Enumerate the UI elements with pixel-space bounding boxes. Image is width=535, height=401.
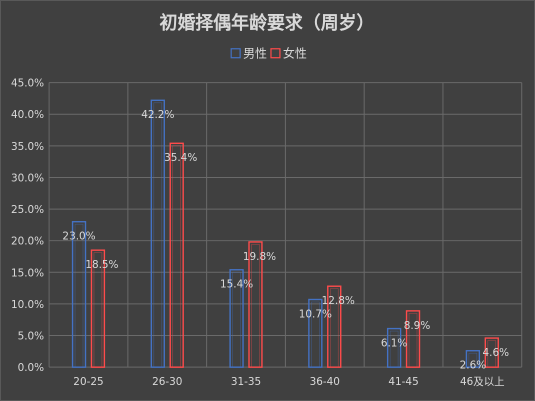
data-label-male-41-45: 6.1% [381, 337, 408, 349]
bar-male-inner-20-25 [74, 223, 84, 368]
y-tick-label: 35.0% [11, 141, 44, 153]
chart-title: 初婚择偶年龄要求（周岁） [160, 12, 375, 34]
data-label-female-41-45: 8.9% [404, 320, 431, 332]
y-tick-label: 0.0% [18, 362, 45, 374]
bar-female-inner-41-45 [408, 313, 418, 368]
y-tick-label: 30.0% [11, 172, 44, 184]
data-label-male-20-25: 23.0% [62, 231, 95, 243]
x-tick-label: 20-25 [73, 376, 103, 388]
bar-male-inner-31-35 [232, 271, 241, 368]
y-tick-label: 25.0% [11, 204, 44, 216]
y-tick-label: 45.0% [11, 78, 44, 90]
data-label-male-36-40: 10.7% [299, 308, 332, 320]
data-label-female-46及以上: 4.6% [483, 347, 510, 359]
y-tick-label: 5.0% [18, 331, 45, 343]
x-tick-label: 31-35 [231, 376, 261, 388]
data-label-female-26-30: 35.4% [164, 152, 197, 164]
bar-female-inner-31-35 [251, 244, 260, 368]
x-axis: 20-25 26-30 31-35 36-40 41-45 46及以上 [73, 376, 504, 388]
data-label-female-36-40: 12.8% [322, 295, 355, 307]
bars [71, 99, 499, 368]
bar-male-inner-46及以上 [468, 352, 478, 368]
bar-female-inner-20-25 [93, 252, 103, 368]
x-tick-label: 41-45 [388, 376, 418, 388]
legend-label-female: 女性 [283, 46, 307, 61]
bar-male-inner-26-30 [153, 102, 163, 368]
legend-swatch-male [230, 48, 241, 59]
data-label-male-26-30: 42.2% [141, 109, 174, 121]
gridlines [48, 82, 523, 368]
bar-male-26-30 [150, 99, 165, 368]
bar-female-inner-26-30 [172, 145, 181, 368]
x-tick-label: 46及以上 [460, 376, 505, 388]
bar-female-inner-46及以上 [487, 340, 497, 368]
bar-male-20-25 [71, 221, 87, 368]
x-tick-label: 36-40 [310, 376, 340, 388]
y-tick-label: 40.0% [11, 109, 44, 121]
y-tick-label: 15.0% [11, 267, 44, 279]
bar-male-inner-41-45 [389, 330, 399, 368]
y-tick-label: 10.0% [11, 299, 44, 311]
data-label-female-20-25: 18.5% [85, 259, 118, 271]
bar-female-26-30 [169, 142, 184, 368]
y-tick-label: 20.0% [11, 236, 44, 248]
y-axis: 0.0% 5.0% 10.0% 15.0% 20.0% 25.0% 30.0% 35.0% 40… [11, 78, 44, 375]
data-labels: 23.0% 18.5% 42.2% 35.4% 15.4% 19.8% 10.7%12.8%… [62, 109, 509, 371]
data-label-female-31-35: 19.8% [243, 251, 276, 263]
data-label-male-31-35: 15.4% [220, 279, 253, 291]
legend-label-male: 男性 [243, 47, 267, 61]
data-label-male-46及以上: 2.6% [460, 360, 487, 372]
legend: 男性 女性 [230, 46, 307, 61]
bar-male-inner-36-40 [311, 301, 320, 368]
legend-swatch-female [270, 48, 281, 59]
bar-female-inner-36-40 [329, 288, 339, 368]
x-tick-label: 26-30 [152, 376, 182, 388]
